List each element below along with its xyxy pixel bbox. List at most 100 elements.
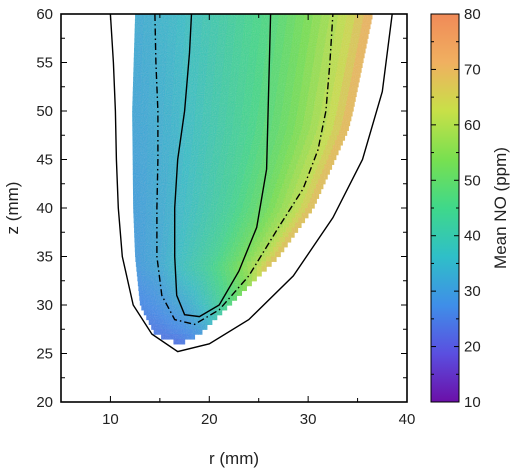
heatmap-cell: [147, 125, 157, 131]
heatmap-cell: [267, 246, 274, 253]
heatmap-cell: [208, 300, 213, 306]
heatmap-cell: [235, 28, 245, 34]
heatmap-cell: [227, 183, 236, 190]
heatmap-cell: [204, 314, 208, 321]
heatmap-cell: [176, 28, 186, 34]
heatmap-cell: [139, 217, 147, 224]
heatmap-cell: [272, 193, 280, 199]
heatmap-cell: [177, 295, 182, 301]
heatmap-cell: [168, 266, 175, 272]
heatmap-cell: [256, 227, 264, 233]
heatmap-cell: [231, 280, 236, 287]
heatmap-cell: [191, 149, 200, 156]
heatmap-cell: [230, 275, 236, 282]
heatmap-cell: [226, 28, 236, 34]
heatmap-cell: [148, 106, 157, 112]
heatmap-cell: [205, 300, 210, 306]
heatmap-cell: [244, 86, 254, 93]
heatmap-cell: [243, 96, 253, 102]
heatmap-cell: [259, 140, 268, 146]
x-tick-label: 20: [201, 411, 218, 428]
heatmap-cell: [253, 135, 262, 141]
heatmap-cell: [243, 241, 250, 248]
heatmap-cell: [278, 14, 288, 20]
heatmap-cell: [183, 154, 192, 161]
heatmap-cell: [156, 101, 165, 107]
heatmap-cell: [312, 67, 321, 73]
heatmap-cell: [230, 246, 237, 253]
heatmap-cell: [223, 305, 228, 311]
heatmap-cell: [202, 305, 206, 311]
heatmap-cell: [198, 300, 203, 306]
heatmap-cell: [267, 33, 277, 39]
heatmap-cell: [277, 154, 286, 161]
heatmap-cell: [226, 295, 231, 301]
heatmap-cell: [245, 81, 255, 88]
heatmap-cell: [200, 47, 209, 54]
heatmap-cell: [186, 314, 190, 321]
heatmap-cell: [341, 120, 351, 127]
heatmap-cell: [249, 47, 259, 54]
heatmap-cell: [234, 33, 244, 39]
heatmap-cell: [217, 33, 227, 39]
heatmap-cell: [186, 188, 194, 195]
heatmap-cell: [210, 111, 220, 117]
heatmap-cell: [335, 115, 344, 122]
heatmap-cell: [158, 329, 162, 335]
heatmap-cell: [303, 144, 312, 151]
heatmap-cell: [334, 120, 343, 127]
heatmap-cell: [132, 96, 142, 102]
heatmap-cell: [188, 217, 196, 224]
heatmap-cell: [257, 237, 264, 243]
heatmap-cell: [241, 154, 250, 161]
heatmap-cell: [197, 81, 206, 88]
heatmap-cell: [209, 120, 219, 127]
heatmap-cell: [292, 91, 301, 98]
heatmap-cell: [185, 14, 195, 20]
heatmap-cell: [182, 246, 189, 253]
heatmap-cell: [188, 275, 194, 282]
heatmap-cell: [177, 212, 184, 219]
heatmap-cell: [238, 135, 247, 141]
heatmap-cell: [222, 261, 229, 267]
heatmap-cell: [169, 227, 176, 233]
heatmap-cell: [214, 246, 221, 253]
heatmap-cell: [251, 96, 261, 102]
heatmap-cell: [178, 280, 184, 287]
heatmap-cell: [182, 319, 186, 325]
heatmap-cell: [145, 212, 153, 219]
heatmap-cell: [139, 174, 148, 180]
heatmap-cell: [181, 271, 187, 277]
heatmap-cell: [287, 120, 296, 127]
heatmap-cell: [317, 125, 326, 131]
heatmap-cell: [315, 96, 324, 102]
heatmap-cell: [184, 334, 187, 340]
heatmap-cell: [241, 222, 248, 228]
heatmap-cell: [156, 86, 166, 93]
heatmap-cell: [351, 72, 361, 78]
heatmap-cell: [162, 319, 166, 325]
heatmap-cell: [268, 86, 278, 93]
heatmap-cell: [177, 18, 187, 25]
heatmap-cell: [300, 91, 309, 98]
heatmap-cell: [132, 120, 141, 127]
heatmap-cell: [181, 72, 191, 78]
heatmap-cell: [258, 144, 267, 151]
heatmap-cell: [223, 222, 230, 228]
heatmap-cell: [200, 217, 208, 224]
heatmap-cell: [171, 319, 175, 325]
heatmap-cell: [132, 154, 141, 161]
heatmap-cell: [282, 140, 291, 146]
heatmap-cell: [212, 290, 217, 296]
heatmap-cell: [316, 43, 326, 49]
heatmap-cell: [209, 227, 217, 233]
heatmap-cell: [346, 57, 356, 64]
heatmap-cell: [134, 33, 144, 39]
heatmap-cell: [247, 67, 256, 73]
heatmap-cell: [299, 174, 307, 180]
heatmap-cell: [190, 256, 197, 262]
heatmap-cell: [225, 256, 232, 262]
heatmap-cell: [276, 232, 284, 238]
heatmap-cell: [133, 222, 141, 228]
